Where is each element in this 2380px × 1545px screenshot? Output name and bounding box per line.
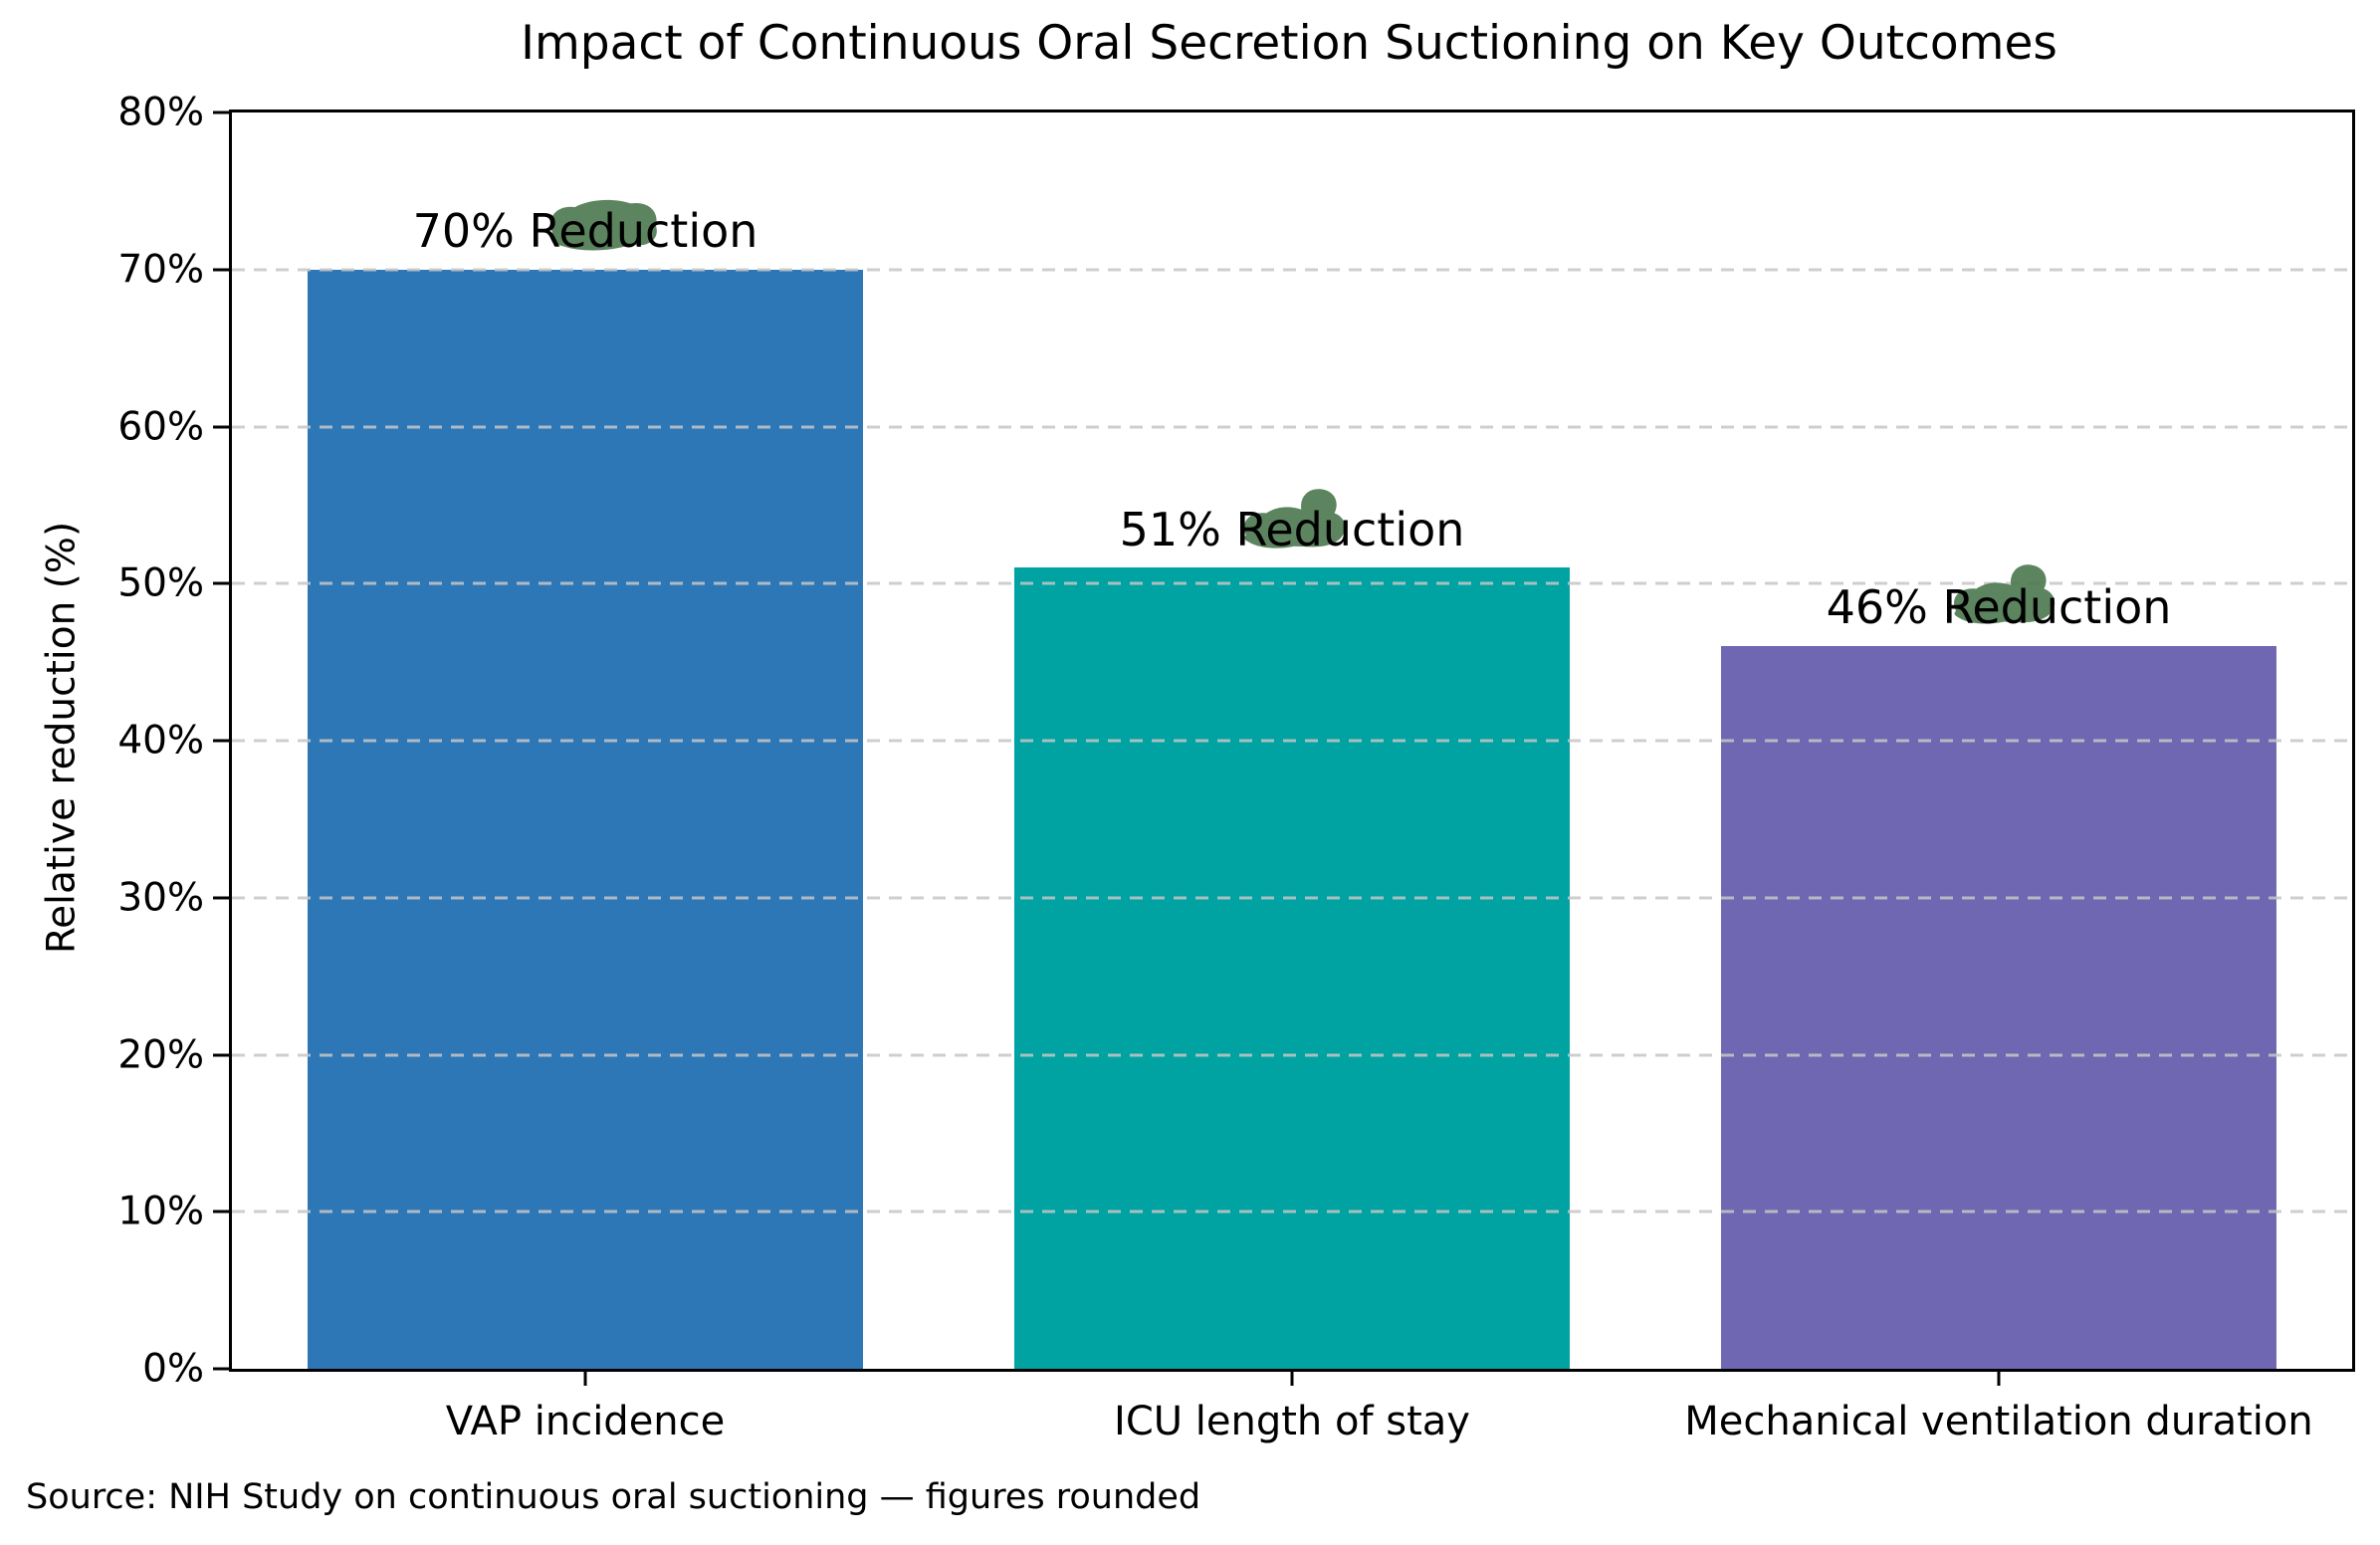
y-tick-50: [213, 581, 232, 585]
bar-mechanical-ventilation-duration: [1720, 646, 2277, 1369]
x-tick-label-icu-length-of-stay: ICU length of stay: [1114, 1399, 1470, 1444]
x-tick-vap-incidence: [583, 1369, 587, 1386]
bar-vap-incidence: [307, 269, 864, 1369]
y-tick-label-50: 50%: [117, 560, 204, 606]
y-tick-label-80: 80%: [117, 90, 204, 135]
bar-icu-length-of-stay: [1013, 567, 1571, 1369]
bar-value-label-vap-incidence: 70% Reduction: [412, 199, 758, 258]
x-tick-mechanical-ventilation-duration: [1997, 1369, 2001, 1386]
y-tick-30: [213, 896, 232, 900]
x-tick-label-mechanical-ventilation-duration: Mechanical ventilation duration: [1684, 1399, 2313, 1444]
bar-value-label-icu-length-of-stay: 51% Reduction: [1119, 488, 1465, 556]
y-tick-40: [213, 739, 232, 743]
x-tick-icu-length-of-stay: [1290, 1369, 1294, 1386]
y-tick-label-60: 60%: [117, 404, 204, 449]
bar-value-text: 46% Reduction: [1826, 580, 2172, 635]
y-tick-label-40: 40%: [117, 718, 204, 764]
y-tick-80: [213, 110, 232, 114]
y-tick-70: [213, 268, 232, 272]
source-note: Source: NIH Study on continuous oral suc…: [26, 1477, 1201, 1517]
y-axis-label: Relative reduction (%): [39, 521, 85, 955]
y-tick-0: [213, 1367, 232, 1371]
y-tick-label-70: 70%: [117, 247, 204, 293]
x-tick-label-vap-incidence: VAP incidence: [445, 1399, 726, 1444]
y-tick-label-10: 10%: [117, 1189, 204, 1234]
y-tick-60: [213, 425, 232, 428]
plot-area: 0% 10% 20% 30% 40% 50% 60% 70% 80% VAP incidence 7…: [117, 94, 2355, 1444]
chart-title: Impact of Continuous Oral Secretion Suct…: [521, 16, 2057, 71]
y-tick-label-0: 0%: [142, 1346, 204, 1392]
y-tick-label-20: 20%: [117, 1032, 204, 1077]
bar-value-text: 70% Reduction: [412, 203, 758, 258]
bar-value-text: 51% Reduction: [1119, 502, 1465, 556]
y-tick-20: [213, 1053, 232, 1056]
bar-value-label-mechanical-ventilation-duration: 46% Reduction: [1826, 564, 2172, 635]
y-tick-10: [213, 1210, 232, 1214]
y-tick-label-30: 30%: [117, 875, 204, 921]
